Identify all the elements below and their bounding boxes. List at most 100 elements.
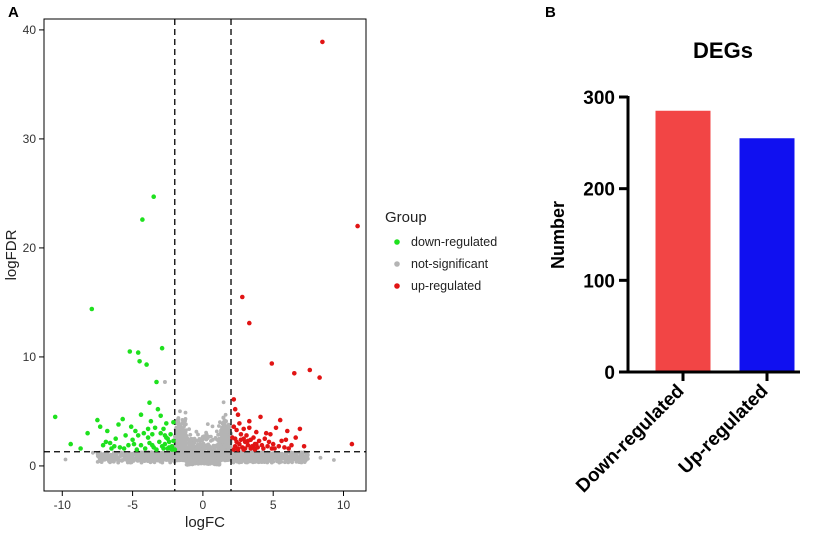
- not-significant-point: [287, 455, 291, 460]
- volcano-y-axis-title: logFDR: [3, 229, 20, 280]
- not-significant-point: [162, 456, 167, 461]
- legend-entry-label: up-regulated: [411, 279, 481, 293]
- not-significant-point: [114, 451, 119, 456]
- not-significant-point: [224, 439, 229, 443]
- down-regulated-point: [116, 422, 121, 427]
- not-significant-point: [227, 456, 231, 460]
- not-significant-point: [217, 424, 221, 428]
- not-significant-point: [153, 455, 158, 460]
- down-regulated-point: [148, 418, 154, 424]
- not-significant-point: [139, 457, 144, 462]
- not-significant-point: [131, 459, 136, 463]
- down-regulated-point: [135, 433, 141, 438]
- not-significant-point: [209, 448, 213, 452]
- down-regulated-point: [164, 421, 169, 426]
- bar-chart-title: DEGs: [693, 38, 753, 63]
- not-significant-point: [125, 460, 130, 465]
- up-regulated-point: [245, 442, 251, 448]
- not-significant-point: [179, 445, 184, 449]
- up-regulated-point: [245, 438, 251, 444]
- down-regulated-point: [95, 417, 100, 423]
- up-regulated-point: [270, 441, 276, 447]
- up-regulated-point: [273, 425, 279, 431]
- not-significant-point: [124, 452, 128, 457]
- up-regulated-point: [266, 439, 272, 445]
- not-significant-point: [208, 461, 213, 466]
- not-significant-point: [221, 400, 226, 405]
- not-significant-point: [262, 460, 267, 464]
- not-significant-point: [306, 456, 310, 461]
- up-regulated-point: [286, 446, 292, 451]
- not-significant-point: [253, 460, 257, 464]
- not-significant-point: [116, 460, 121, 465]
- not-significant-point: [203, 456, 208, 461]
- down-regulated-point: [144, 362, 149, 367]
- down-regulated-point: [138, 442, 144, 448]
- not-significant-point: [302, 457, 307, 461]
- not-significant-point: [178, 422, 183, 427]
- down-regulated-point: [141, 430, 147, 436]
- bar-y-tick-label: 100: [583, 271, 615, 292]
- down-regulated-point: [127, 349, 133, 354]
- not-significant-point: [138, 453, 143, 458]
- up-regulated-point: [237, 441, 242, 447]
- up-regulated-points: [230, 39, 360, 452]
- down-regulated-point: [159, 345, 165, 351]
- up-regulated-point: [349, 441, 355, 447]
- not-significant-point: [63, 457, 68, 462]
- down-regulated-point: [68, 441, 73, 447]
- up-regulated-point: [235, 412, 241, 418]
- up-regulated-point: [240, 294, 245, 300]
- x-tick-label: 10: [337, 498, 351, 512]
- up-regulated-point: [285, 428, 290, 434]
- not-significant-point: [267, 457, 272, 462]
- not-significant-point: [183, 433, 188, 437]
- not-significant-point: [175, 428, 180, 432]
- down-regulated-point: [151, 194, 156, 199]
- up-regulated-point: [282, 445, 287, 450]
- not-significant-point: [206, 434, 210, 439]
- not-significant-point: [246, 457, 251, 462]
- bar-category-label: Down-regulated: [572, 381, 688, 497]
- up-regulated-point: [251, 435, 256, 440]
- volcano-x-axis-title: logFC: [185, 514, 225, 531]
- up-regulated-point: [269, 361, 275, 366]
- not-significant-point: [120, 458, 124, 463]
- down-regulated-point: [123, 433, 128, 438]
- not-significant-point: [181, 438, 186, 443]
- not-significant-point: [271, 459, 276, 464]
- up-regulated-point: [256, 438, 262, 444]
- up-regulated-point: [269, 446, 275, 451]
- up-regulated-point: [234, 427, 239, 433]
- down-regulated-point: [159, 444, 165, 449]
- down-regulated-point: [78, 446, 83, 451]
- down-regulated-point: [130, 437, 135, 443]
- not-significant-point: [183, 453, 188, 457]
- not-significant-point: [195, 439, 199, 443]
- down-regulated-point: [140, 217, 145, 222]
- up-regulated-point: [232, 436, 238, 442]
- not-significant-point: [290, 460, 294, 465]
- down-regulated-point: [168, 432, 173, 437]
- down-regulated-point: [113, 436, 118, 442]
- not-significant-point: [183, 410, 188, 415]
- down-regulated-point: [52, 414, 58, 420]
- up-regulated-point: [238, 432, 244, 437]
- bar-category-label: Up-regulated: [675, 381, 773, 479]
- not-significant-point: [270, 454, 275, 459]
- not-significant-point: [176, 457, 180, 462]
- not-significant-point: [187, 427, 192, 431]
- not-significant-point: [191, 458, 195, 463]
- legend: Group down-regulated not-significant up-re…: [385, 209, 497, 293]
- not-significant-point: [111, 454, 116, 459]
- not-significant-point: [220, 451, 224, 455]
- up-regulated-point: [241, 426, 246, 432]
- not-significant-point: [150, 452, 154, 457]
- not-significant-point: [296, 459, 301, 464]
- down-regulated-point: [121, 446, 127, 451]
- threshold-lines: [44, 19, 366, 491]
- not-significant-point: [162, 379, 167, 384]
- not-significant-point: [107, 457, 112, 461]
- legend-swatch: [394, 261, 400, 267]
- not-significant-point: [202, 434, 207, 438]
